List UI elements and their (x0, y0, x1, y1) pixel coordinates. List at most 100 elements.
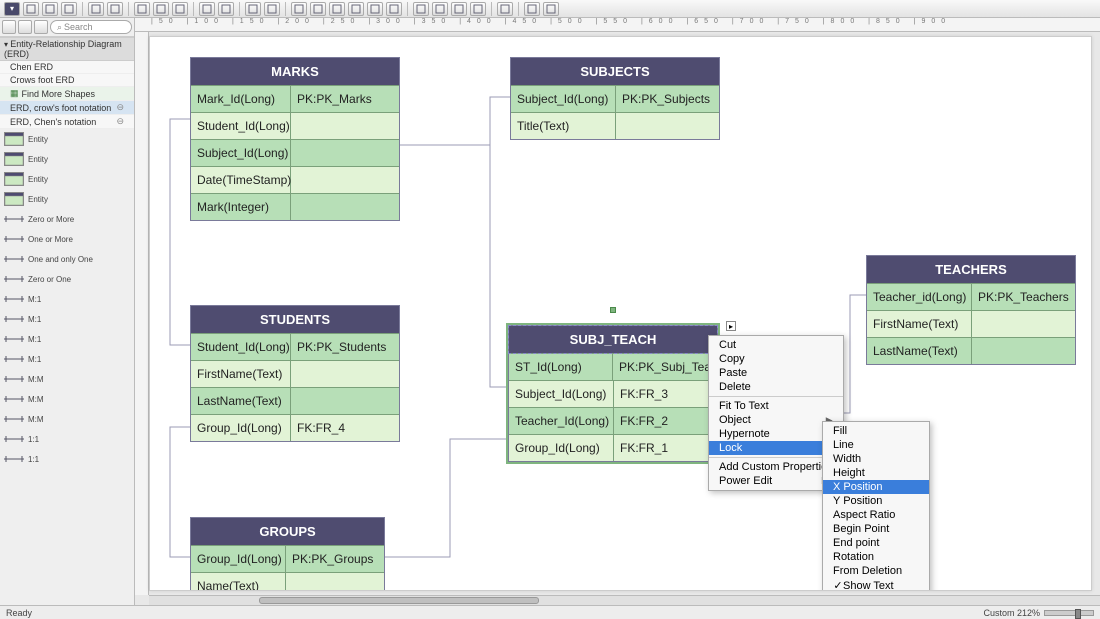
shape-m-m[interactable]: M:M (0, 409, 134, 429)
scrollbar-h[interactable] (149, 595, 1100, 605)
shape-one-or-more[interactable]: One or More (0, 229, 134, 249)
menu-item-fill[interactable]: Fill (823, 424, 929, 438)
menu-item-fit-to-text[interactable]: Fit To Text (709, 399, 843, 413)
menu-item-begin-point[interactable]: Begin Point (823, 522, 929, 536)
shape-entity[interactable]: Entity (0, 169, 134, 189)
context-submenu-lock[interactable]: FillLineWidthHeightX PositionY PositionA… (822, 421, 930, 591)
shape-m-1[interactable]: M:1 (0, 289, 134, 309)
shape-m-1[interactable]: M:1 (0, 329, 134, 349)
entity-row[interactable]: LastName(Text) (867, 337, 1075, 364)
menu-item-aspect-ratio[interactable]: Aspect Ratio (823, 508, 929, 522)
sidebar-item-crows-foot-erd[interactable]: Crows foot ERD (0, 74, 134, 87)
menu-item-delete[interactable]: Delete (709, 380, 843, 394)
toolbar-page[interactable] (23, 2, 39, 16)
toolbar-pages[interactable] (42, 2, 58, 16)
toolbar-zoom-in2[interactable] (524, 2, 540, 16)
entity-row[interactable]: Group_Id(Long)PK:PK_Groups (191, 545, 384, 572)
toolbar-zoom-out2[interactable] (543, 2, 559, 16)
toolbar-copy[interactable] (134, 2, 150, 16)
toolbar-zoom-out[interactable] (432, 2, 448, 16)
toolbar-cut[interactable] (107, 2, 123, 16)
canvas[interactable]: MARKSMark_Id(Long)PK:PK_MarksStudent_Id(… (149, 36, 1092, 591)
shape-zero-or-one[interactable]: Zero or One (0, 269, 134, 289)
toolbar-undo[interactable] (61, 2, 77, 16)
entity-row[interactable]: Name(Text) (191, 572, 384, 591)
entity-row[interactable]: FirstName(Text) (191, 360, 399, 387)
shape-m-m[interactable]: M:M (0, 389, 134, 409)
toolbar-redo[interactable] (88, 2, 104, 16)
toolbar-paste[interactable] (153, 2, 169, 16)
sidebar-section-erd[interactable]: ▾ Entity-Relationship Diagram (ERD) (0, 37, 134, 61)
toolbar-align6[interactable] (386, 2, 402, 16)
entity-row[interactable]: Title(Text) (511, 112, 719, 139)
shape-one-and-only-one[interactable]: One and only One (0, 249, 134, 269)
entity-row[interactable]: Teacher_Id(Long)FK:FR_2 (509, 407, 717, 434)
sidebar-item-chen-erd[interactable]: Chen ERD (0, 61, 134, 74)
toolbar-align2[interactable] (310, 2, 326, 16)
toolbar-align5[interactable] (367, 2, 383, 16)
toolbar-align4[interactable] (348, 2, 364, 16)
shape-1-1[interactable]: 1:1 (0, 449, 134, 469)
entity-row[interactable]: Group_Id(Long)FK:FR_1 (509, 434, 717, 461)
sidebar-collapse-button[interactable] (2, 20, 16, 34)
menu-item-line[interactable]: Line (823, 438, 929, 452)
entity-row[interactable]: Mark(Integer) (191, 193, 399, 220)
shape-1-1[interactable]: 1:1 (0, 429, 134, 449)
scrollbar-thumb[interactable] (259, 597, 539, 604)
entity-row[interactable]: Student_Id(Long)PK:PK_Students (191, 333, 399, 360)
toolbar-zoom-in[interactable] (413, 2, 429, 16)
menu-item-copy[interactable]: Copy (709, 352, 843, 366)
menu-item-y-position[interactable]: Y Position (823, 494, 929, 508)
toolbar-group[interactable] (245, 2, 261, 16)
entity-groups[interactable]: GROUPSGroup_Id(Long)PK:PK_GroupsName(Tex… (190, 517, 385, 591)
entity-row[interactable]: Subject_Id(Long)PK:PK_Subjects (511, 85, 719, 112)
toolbar-back[interactable] (218, 2, 234, 16)
entity-teachers[interactable]: TEACHERSTeacher_id(Long)PK:PK_TeachersFi… (866, 255, 1076, 365)
sidebar-notation[interactable]: ERD, Chen's notation⊖ (0, 115, 134, 129)
entity-row[interactable]: Date(TimeStamp) (191, 166, 399, 193)
entity-subjects[interactable]: SUBJECTSSubject_Id(Long)PK:PK_SubjectsTi… (510, 57, 720, 140)
entity-row[interactable]: LastName(Text) (191, 387, 399, 414)
toolbar-front[interactable] (199, 2, 215, 16)
menu-item-rotation[interactable]: Rotation (823, 550, 929, 564)
shape-entity[interactable]: Entity (0, 149, 134, 169)
search-input[interactable]: ⌕ Search (50, 20, 132, 34)
entity-row[interactable]: ST_Id(Long)PK:PK_Subj_Tea (509, 353, 717, 380)
entity-row[interactable]: Group_Id(Long)FK:FR_4 (191, 414, 399, 441)
entity-students[interactable]: STUDENTSStudent_Id(Long)PK:PK_StudentsFi… (190, 305, 400, 442)
menu-item-width[interactable]: Width (823, 452, 929, 466)
toolbar-hand[interactable] (470, 2, 486, 16)
zoom-slider[interactable] (1044, 610, 1094, 616)
entity-row[interactable]: Teacher_id(Long)PK:PK_Teachers (867, 283, 1075, 310)
sidebar-list-button[interactable] (34, 20, 48, 34)
menu-item-from-deletion[interactable]: From Deletion (823, 564, 929, 578)
entity-row[interactable]: Subject_Id(Long) (191, 139, 399, 166)
entity-row[interactable]: FirstName(Text) (867, 310, 1075, 337)
sidebar-grid-button[interactable] (18, 20, 32, 34)
entity-row[interactable]: Mark_Id(Long)PK:PK_Marks (191, 85, 399, 112)
shape-m-1[interactable]: M:1 (0, 349, 134, 369)
menu-item-paste[interactable]: Paste (709, 366, 843, 380)
entity-subj_teach[interactable]: SUBJ_TEACHST_Id(Long)PK:PK_Subj_TeaSubje… (508, 325, 718, 462)
shape-m-1[interactable]: M:1 (0, 309, 134, 329)
find-more-shapes[interactable]: ▦ Find More Shapes (0, 87, 134, 101)
menu-item-x-position[interactable]: X Position (823, 480, 929, 494)
shape-entity[interactable]: Entity (0, 129, 134, 149)
toolbar-sep[interactable] (497, 2, 513, 16)
entity-row[interactable]: Student_Id(Long) (191, 112, 399, 139)
menu-item-cut[interactable]: Cut (709, 338, 843, 352)
toolbar-fit[interactable] (451, 2, 467, 16)
entity-row[interactable]: Subject_Id(Long)FK:FR_3 (509, 380, 717, 407)
menu-item-height[interactable]: Height (823, 466, 929, 480)
shape-zero-or-more[interactable]: Zero or More (0, 209, 134, 229)
menu-item-end-point[interactable]: End point (823, 536, 929, 550)
toolbar-align3[interactable] (329, 2, 345, 16)
toolbar-delete[interactable] (172, 2, 188, 16)
entity-marks[interactable]: MARKSMark_Id(Long)PK:PK_MarksStudent_Id(… (190, 57, 400, 221)
toolbar-menu[interactable]: ▾ (4, 2, 20, 16)
shape-entity[interactable]: Entity (0, 189, 134, 209)
shape-m-m[interactable]: M:M (0, 369, 134, 389)
toolbar-align1[interactable] (291, 2, 307, 16)
toolbar-ungroup[interactable] (264, 2, 280, 16)
menu-item-show-text[interactable]: ✓Show Text (823, 578, 929, 591)
